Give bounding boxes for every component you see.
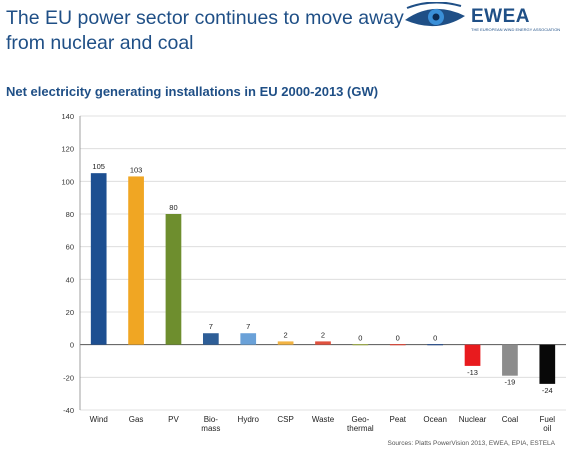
bar <box>464 344 481 366</box>
data-label: 2 <box>284 330 288 339</box>
data-label: 80 <box>169 203 177 212</box>
y-tick-label: -20 <box>63 373 74 382</box>
y-tick-label: 40 <box>66 275 74 284</box>
category-label: Waste <box>312 415 335 424</box>
category-label: Nuclear <box>459 415 487 424</box>
logo-subtext: THE EUROPEAN WIND ENERGY ASSOCIATION <box>471 27 561 32</box>
data-label: -13 <box>467 368 478 377</box>
category-label: Ocean <box>423 415 447 424</box>
data-label: 103 <box>130 165 143 174</box>
data-label: 0 <box>396 334 400 343</box>
bar <box>427 344 444 346</box>
y-tick-label: 140 <box>61 112 74 121</box>
bar <box>277 341 294 345</box>
bar-chart: -40-20020406080100120140105Wind103Gas80P… <box>61 112 566 433</box>
bar <box>315 341 331 345</box>
bar <box>352 344 369 346</box>
logo-text: EWEA <box>471 6 530 27</box>
bar <box>389 344 406 346</box>
chart-title: Net electricity generating installations… <box>6 84 379 99</box>
category-label: Geo-thermal <box>347 415 374 433</box>
bar <box>202 333 219 345</box>
bar <box>240 333 257 345</box>
data-label: 0 <box>433 334 437 343</box>
y-tick-label: 120 <box>61 145 74 154</box>
category-label: Coal <box>502 415 519 424</box>
category-label: Peat <box>390 415 407 424</box>
eye-icon <box>405 2 465 27</box>
category-label: Bio-mass <box>201 415 220 433</box>
bar <box>539 344 556 384</box>
data-label: 7 <box>246 322 250 331</box>
source-note: Sources: Platts PowerVision 2013, EWEA, … <box>387 440 555 447</box>
y-tick-label: 100 <box>61 177 74 186</box>
bar <box>128 176 144 345</box>
category-label: Wind <box>90 415 108 424</box>
y-tick-label: 60 <box>66 243 74 252</box>
bar <box>502 344 518 376</box>
category-label: PV <box>168 415 179 424</box>
y-tick-label: 80 <box>66 210 74 219</box>
category-label: Gas <box>129 415 144 424</box>
data-label: 105 <box>92 162 105 171</box>
bar <box>90 173 107 345</box>
category-label: CSP <box>277 415 293 424</box>
y-tick-label: 20 <box>66 308 74 317</box>
data-label: 2 <box>321 330 325 339</box>
bar <box>165 214 182 345</box>
data-label: 7 <box>209 322 213 331</box>
data-label: -24 <box>542 386 553 395</box>
category-label: Fuel oil <box>540 415 556 433</box>
y-tick-label: -40 <box>63 406 74 415</box>
data-label: 0 <box>358 334 362 343</box>
page-title: The EU power sector continues to move aw… <box>6 7 404 54</box>
data-label: -19 <box>505 378 516 387</box>
ewea-logo: EWEA THE EUROPEAN WIND ENERGY ASSOCIATIO… <box>403 2 569 36</box>
category-label: Hydro <box>238 415 260 424</box>
y-tick-label: 0 <box>70 341 74 350</box>
